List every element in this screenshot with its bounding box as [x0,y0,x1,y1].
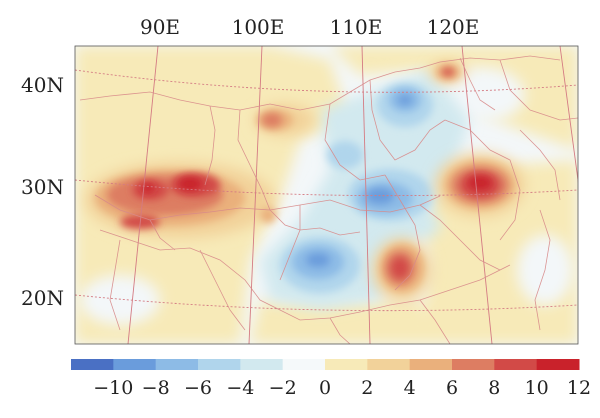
colorbar-swatch [240,359,284,370]
colorbar-tick-label: 4 [404,377,416,399]
colorbar-tick-label: 10 [525,377,549,399]
colorbar-swatch [282,359,326,370]
lon-label-110e: 110E [330,15,383,39]
colorbar-swatch [494,359,538,370]
colorbar-swatch [367,359,411,370]
colorbar-tick-label: −4 [226,377,254,399]
colorbar-swatch [155,359,199,370]
boundaries [79,55,578,344]
colorbar-swatch [409,359,453,370]
map-frame [74,45,579,345]
lat-label-40n: 40N [21,73,64,97]
anomaly-map [75,46,578,344]
colorbar-swatch [325,359,368,370]
colorbar-swatch [113,359,157,370]
colorbar-tick-label: 8 [488,377,500,399]
colorbar-swatch [71,359,114,370]
colorbar-tick-label: −10 [93,377,133,399]
lon-label-100e: 100E [232,15,285,39]
colorbar: −10 −8 −6 −4 −2 0 2 4 6 8 10 12 [71,359,591,399]
colorbar-swatch [198,359,241,370]
colorbar-tick-label: 6 [446,377,458,399]
colorbar-tick-label: 0 [319,377,331,399]
lon-label-90e: 90E [140,15,180,39]
colorbar-swatch [452,359,495,370]
colorbar-tick-label: −2 [269,377,297,399]
colorbar-tick-label: −8 [142,377,170,399]
lon-label-120e: 120E [427,15,480,39]
colorbar-tick-label: 12 [567,377,591,399]
meridians [127,46,578,344]
positive-field [85,61,525,302]
lat-label-20n: 20N [21,286,64,310]
colorbar-swatch [536,359,580,370]
negative-field [260,70,470,310]
colorbar-tick-label: 2 [361,377,373,399]
colorbar-tick-label: −6 [184,377,212,399]
lat-label-30n: 30N [21,175,64,199]
